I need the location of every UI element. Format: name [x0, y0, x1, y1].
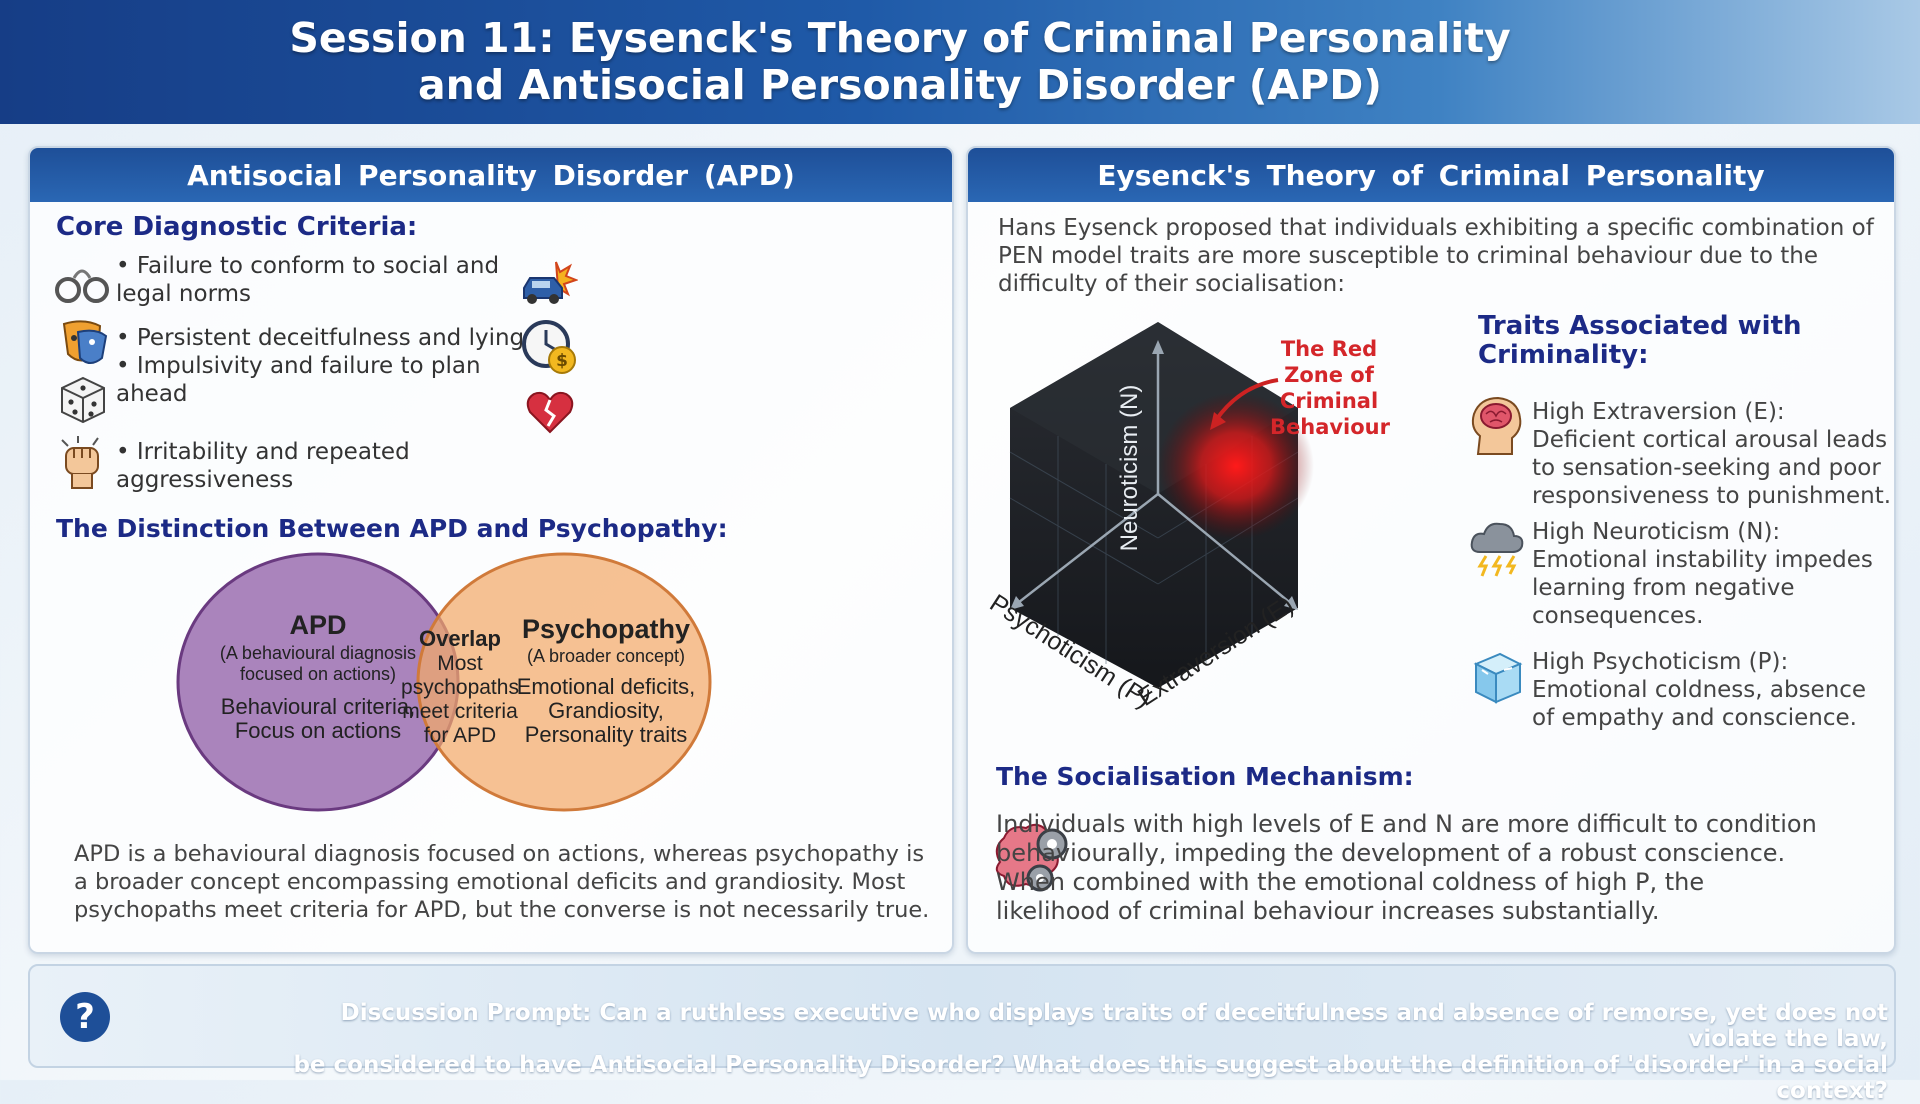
- svg-text:psychopaths: psychopaths: [401, 676, 519, 699]
- apd-panel-title: Antisocial Personality Disorder (APD): [30, 148, 952, 202]
- mechanism-text: Individuals with high levels of E and N …: [996, 810, 1817, 925]
- svg-text:Emotional deficits,: Emotional deficits,: [517, 674, 696, 699]
- svg-text:$: $: [556, 351, 568, 371]
- svg-text:Focus on actions: Focus on actions: [235, 718, 401, 743]
- broken-heart-icon: [526, 391, 574, 434]
- eysenck-intro: Hans Eysenck proposed that individuals e…: [998, 215, 1874, 297]
- venn-overlap-title: Overlap: [419, 626, 501, 651]
- criterion-4: • Irritability and repeated aggressivene…: [116, 439, 410, 493]
- discussion-prompt: Discussion Prompt: Can a ruthless execut…: [293, 1000, 1888, 1104]
- venn-psychopathy-title: Psychopathy: [522, 614, 690, 644]
- eysenck-panel-title: Eysenck's Theory of Criminal Personality: [968, 148, 1894, 202]
- discussion-prompt-banner: ? Discussion Prompt: Can a ruthless exec…: [28, 964, 1896, 1104]
- page-title-line2: and Antisocial Personality Disorder (APD…: [417, 61, 1382, 109]
- trait-neuroticism: High Neuroticism (N): Emotional instabil…: [1532, 519, 1873, 629]
- svg-text:Behavioural criteria,: Behavioural criteria,: [221, 694, 415, 719]
- brain-head-icon: [1471, 396, 1522, 455]
- red-zone-glow: [1158, 392, 1314, 540]
- svg-text:for APD: for APD: [424, 724, 496, 747]
- criterion-1: • Failure to conform to social and legal…: [116, 253, 500, 307]
- mechanism-heading: The Socialisation Mechanism:: [996, 762, 1414, 791]
- svg-text:(A broader concept): (A broader concept): [527, 646, 685, 666]
- venn-apd-title: APD: [289, 610, 346, 640]
- svg-text:Most: Most: [437, 652, 483, 675]
- apd-summary: APD is a behavioural diagnosis focused o…: [74, 841, 930, 923]
- clock-money-icon: $: [522, 320, 576, 374]
- fist-icon: [61, 436, 99, 489]
- ice-cube-icon: [1473, 652, 1523, 704]
- car-crash-icon: [523, 261, 578, 304]
- page-header: Session 11: Eysenck's Theory of Criminal…: [0, 0, 1920, 124]
- criteria-heading: Core Diagnostic Criteria:: [56, 212, 418, 242]
- axis-p-line: [1013, 493, 1159, 607]
- distinction-heading: The Distinction Between APD and Psychopa…: [56, 514, 728, 543]
- svg-text:meet criteria: meet criteria: [402, 700, 518, 723]
- criterion-2: • Persistent deceitfulness and lying: [116, 325, 525, 351]
- storm-cloud-icon: [1470, 522, 1524, 577]
- red-zone-arrow: [1214, 378, 1279, 422]
- axis-e-line: [1157, 493, 1295, 607]
- apd-panel: Antisocial Personality Disorder (APD) Co…: [28, 146, 954, 954]
- mask-icon: [62, 320, 108, 364]
- axis-n-label: Neuroticism (N): [1116, 385, 1143, 552]
- trait-extraversion: High Extraversion (E): Deficient cortica…: [1532, 399, 1892, 509]
- red-zone-label: The Red Zone of Criminal Behaviour: [1270, 337, 1390, 439]
- pen-cube-diagram: Neuroticism (N) Psychoticism (P) Extrave…: [985, 322, 1314, 714]
- criterion-3: • Impulsivity and failure to plan ahead: [116, 353, 481, 407]
- question-icon: ?: [60, 992, 110, 1042]
- trait-psychoticism: High Psychoticism (P): Emotional coldnes…: [1532, 649, 1867, 731]
- apd-psychopathy-venn: APD (A behavioural diagnosis focused on …: [176, 552, 712, 812]
- eysenck-panel: Eysenck's Theory of Criminal Personality…: [966, 146, 1896, 954]
- venn-psychopathy-circle: [416, 552, 712, 812]
- svg-text:focused on actions): focused on actions): [240, 664, 396, 684]
- svg-text:Personality traits: Personality traits: [525, 722, 688, 747]
- handcuffs-icon: [55, 269, 109, 303]
- traits-heading: Traits Associated with Criminality:: [1478, 311, 1802, 370]
- dice-icon: [61, 376, 105, 424]
- brain-gears-icon: [995, 823, 1068, 892]
- page-title-line1: Session 11: Eysenck's Theory of Criminal…: [289, 14, 1511, 62]
- svg-text:Grandiosity,: Grandiosity,: [548, 698, 664, 723]
- svg-text:(A behavioural diagnosis: (A behavioural diagnosis: [220, 643, 416, 663]
